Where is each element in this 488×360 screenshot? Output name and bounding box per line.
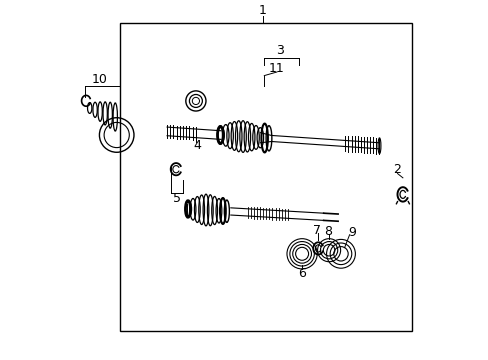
Text: 9: 9 [348, 226, 356, 239]
Text: 8: 8 [324, 225, 332, 238]
Text: 1: 1 [258, 4, 266, 17]
Text: 11: 11 [268, 62, 284, 75]
Text: 4: 4 [193, 139, 201, 152]
Text: 7: 7 [313, 224, 321, 237]
Text: 6: 6 [298, 267, 305, 280]
Text: 10: 10 [92, 73, 107, 86]
Ellipse shape [377, 138, 380, 154]
Bar [120, 23, 411, 331]
Text: 2: 2 [393, 163, 401, 176]
Text: 5: 5 [173, 192, 181, 204]
Text: 3: 3 [276, 44, 284, 57]
